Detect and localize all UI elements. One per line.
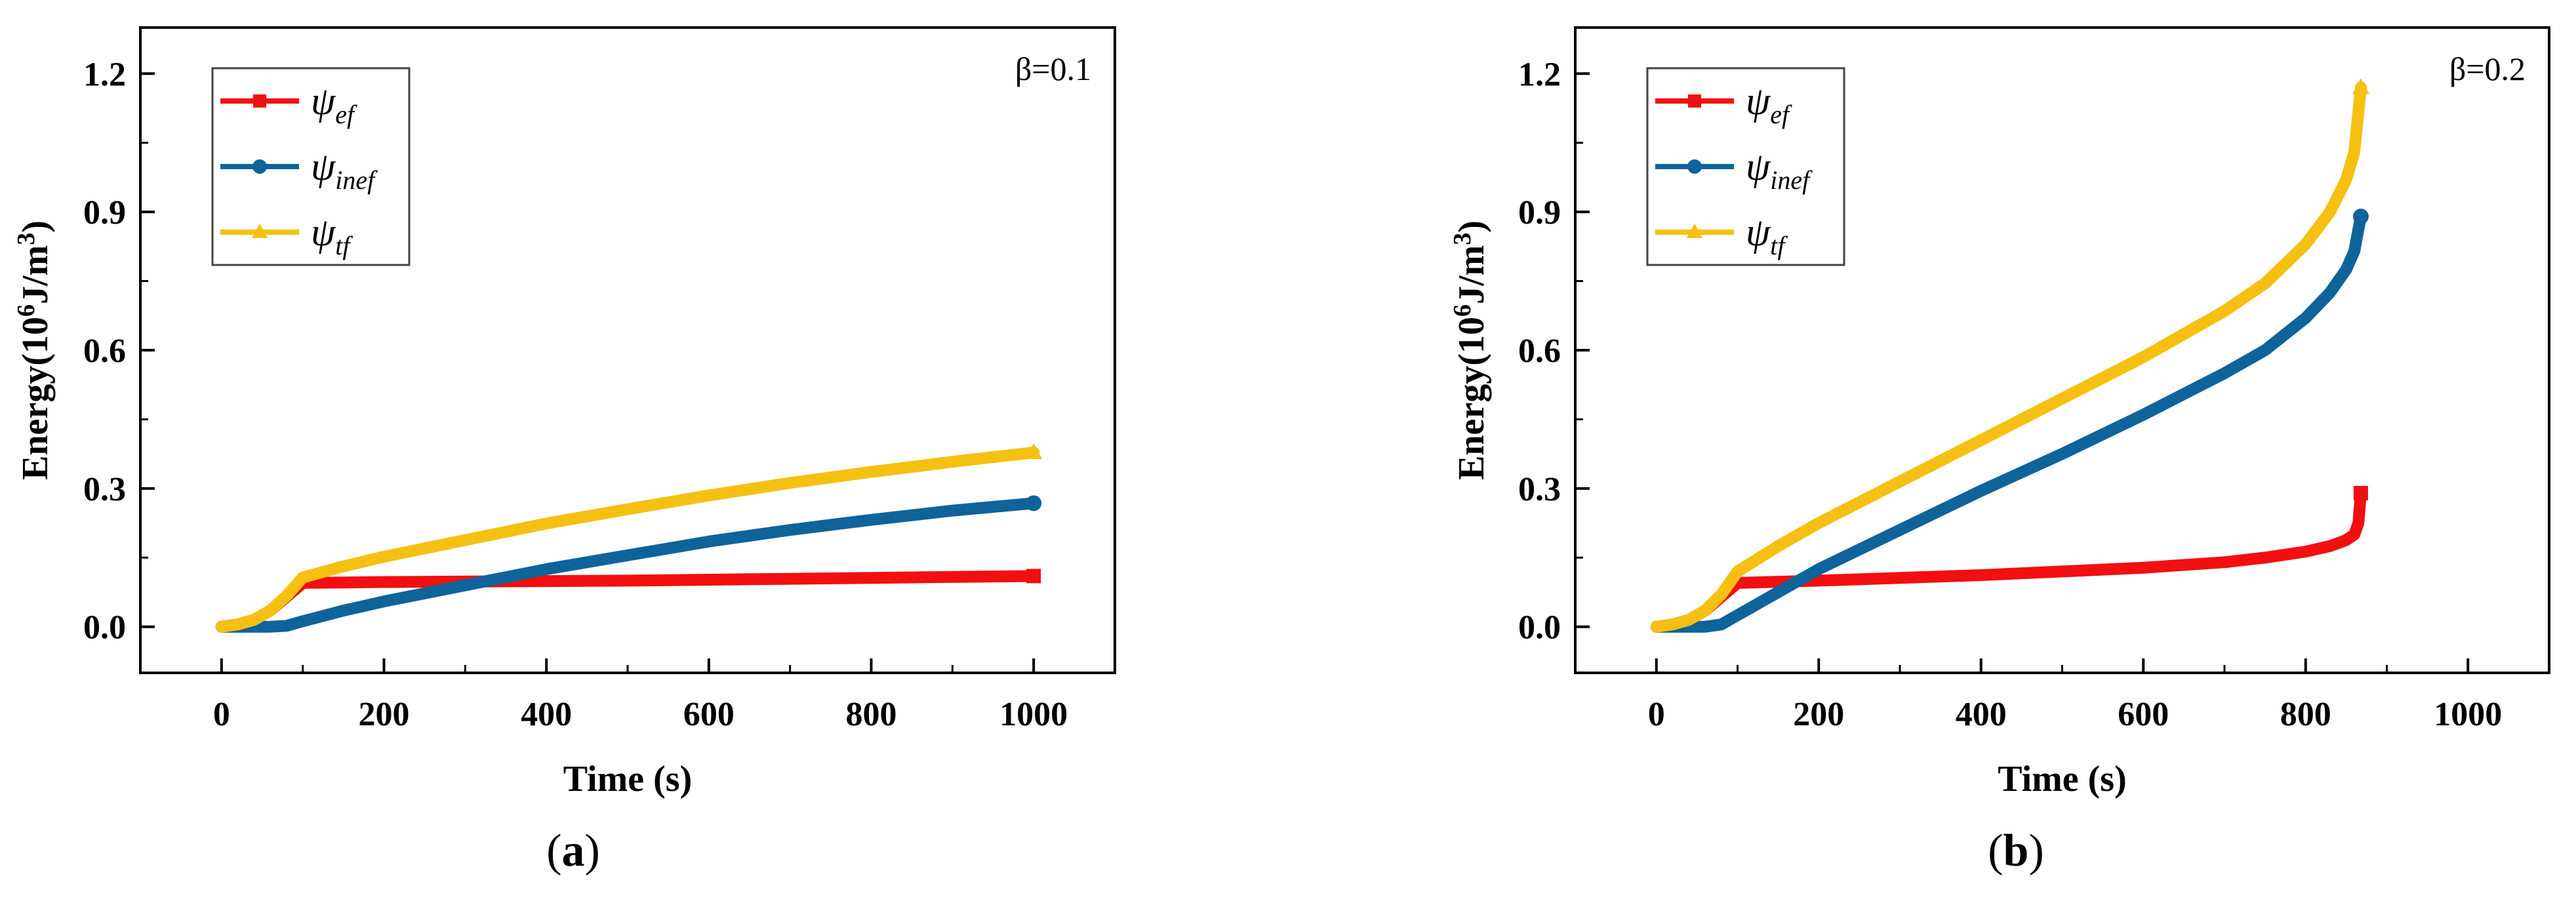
x-tick-label: 200	[1793, 696, 1844, 733]
caption-b: (b)	[1988, 826, 2044, 876]
x-tick-label: 1000	[2434, 696, 2502, 733]
series-tf	[215, 443, 1043, 633]
series-end-marker	[1026, 569, 1041, 584]
legend-label: ψef	[1746, 79, 1792, 129]
y-axis-title: Energy(106J/m3)	[1449, 220, 1492, 480]
legend-label: ψef	[311, 79, 357, 129]
legend-marker	[253, 94, 266, 108]
series-line-ef	[215, 570, 1040, 633]
y-tick-label: 0.3	[83, 471, 126, 508]
series-line-tf	[215, 447, 1040, 633]
series-inef	[215, 495, 1042, 633]
series-line-inef	[215, 497, 1040, 633]
x-axis-title: Time (s)	[563, 759, 693, 799]
caption-a: (a)	[546, 826, 600, 876]
x-tick-label: 600	[683, 696, 735, 733]
caption-a-label: a	[561, 826, 585, 876]
x-tick-label: 800	[2280, 696, 2331, 733]
y-tick-label: 0.0	[1518, 609, 1561, 647]
x-tick-label: 200	[359, 696, 410, 733]
x-tick-label: 400	[1956, 696, 2007, 733]
beta-annotation: β=0.2	[2449, 50, 2526, 87]
series-end-marker	[2353, 485, 2368, 500]
y-tick-label: 0.9	[1518, 194, 1561, 231]
y-axis-title: Energy(106J/m3)	[12, 220, 56, 480]
legend-marker	[1688, 94, 1701, 108]
x-tick-label: 800	[846, 696, 897, 733]
x-axis-title: Time (s)	[1998, 759, 2127, 799]
series-ef	[215, 569, 1041, 633]
legend-item-ef: ψef	[1655, 79, 1792, 129]
series-line-inef	[1650, 211, 2367, 633]
legend-marker	[1687, 159, 1702, 174]
series-end-marker	[2352, 78, 2369, 94]
y-tick-label: 0.3	[1518, 471, 1561, 508]
legend-marker	[252, 224, 268, 238]
legend-item-inef: ψinef	[1655, 145, 1813, 195]
y-tick-label: 0.6	[1518, 332, 1561, 370]
series-end-marker	[1026, 495, 1042, 512]
x-tick-label: 1000	[999, 696, 1068, 733]
x-tick-label: 0	[1648, 696, 1665, 733]
legend-label: ψinef	[311, 145, 378, 195]
beta-annotation: β=0.1	[1015, 50, 1091, 87]
y-tick-label: 0.9	[83, 194, 126, 231]
legend-label: ψinef	[1746, 145, 1813, 195]
y-tick-label: 1.2	[1518, 56, 1561, 93]
series-end-marker	[1025, 443, 1043, 460]
caption-b-label: b	[2003, 826, 2029, 876]
series-inef	[1650, 209, 2369, 633]
series-tf	[1650, 78, 2369, 633]
legend-item-inef: ψinef	[220, 145, 378, 195]
x-tick-label: 400	[521, 696, 572, 733]
legend-marker	[252, 159, 267, 174]
legend-marker	[1687, 224, 1702, 238]
y-tick-label: 1.2	[83, 56, 126, 93]
chart-panel-b: 0 200 400 600 800 1000 0.0 0.3 0.6 0.9 1.2 Time (s)…	[1449, 26, 2550, 799]
legend-item-ef: ψef	[220, 79, 357, 129]
chart-panel-a: 0 200 400 600 800 1000 0.0 0.3 0.6 0.9 1.2 Time (s)…	[12, 26, 1116, 799]
series-end-marker	[2352, 209, 2369, 225]
y-tick-label: 0.0	[83, 609, 126, 647]
series-line-tf	[1650, 81, 2367, 633]
y-tick-label: 0.6	[83, 332, 126, 370]
x-tick-label: 0	[213, 696, 230, 733]
x-tick-label: 600	[2118, 696, 2169, 733]
